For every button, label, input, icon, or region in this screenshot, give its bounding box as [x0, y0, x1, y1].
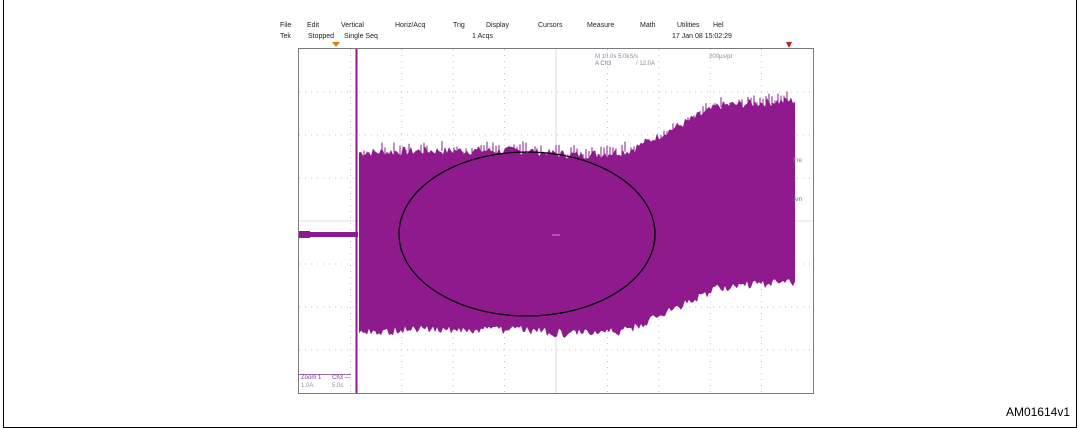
menu-trig[interactable]: Trig [453, 22, 465, 29]
menu-display[interactable]: Display [486, 22, 509, 29]
menu-math[interactable]: Math [640, 22, 656, 29]
menu-vertical[interactable]: Vertical [341, 22, 364, 29]
acquisition-count: 1 Acqs [472, 33, 494, 40]
menu-help[interactable]: Hel [713, 22, 724, 29]
menu-measure[interactable]: Measure [587, 22, 615, 29]
trigger-level-marker [786, 42, 792, 48]
menu-file[interactable]: File [280, 22, 292, 29]
trigger-level-readout: / 12.0A [636, 61, 656, 67]
run-state: Stopped [308, 33, 335, 40]
scope-graticule [299, 49, 813, 393]
scope-screen: M 10.0s 5.0kS/s 200µs/pt A Ch3 / 12.0A [298, 48, 814, 394]
menu-horiz-acq[interactable]: Horiz/Acq [395, 22, 426, 29]
menu-edit[interactable]: Edit [307, 22, 320, 29]
timebase-readout: M 10.0s 5.0kS/s [595, 54, 639, 60]
zoom-readout-box [299, 374, 351, 393]
zoom-scale: 1.0A [301, 383, 314, 389]
oscilloscope-window: File Edit Vertical Horiz/Acq Trig Displa… [277, 22, 815, 402]
pre-trigger-baseline [299, 232, 358, 237]
zoom-label: Zoom 1 [301, 375, 322, 381]
channel-ground-marker [299, 231, 310, 238]
highlight-ellipse [398, 151, 656, 317]
waveform-envelope [359, 97, 795, 338]
sample-interval-readout: 200µs/pt [709, 54, 733, 60]
channel-label: Ch3 — [332, 375, 351, 381]
frequency-label: Fre [793, 158, 802, 164]
date-time: 17 Jan 08 15:02:29 [672, 33, 732, 40]
acquisition-mode: Single Seq [344, 33, 378, 40]
status-bar: Tek Stopped Single Seq 1 Acqs 17 Jan 08 … [277, 33, 815, 43]
menu-utilities[interactable]: Utilities [677, 22, 700, 29]
amplitude-label: Am [793, 197, 802, 203]
brand-label: Tek [280, 33, 291, 40]
menu-cursors[interactable]: Cursors [538, 22, 563, 29]
channel-time: 5.0s [332, 383, 344, 389]
trigger-channel-readout: A Ch3 [595, 61, 612, 67]
menu-bar: File Edit Vertical Horiz/Acq Trig Displa… [277, 22, 815, 33]
trigger-position-marker [332, 42, 340, 47]
figure-id-label: AM01614v1 [1005, 405, 1070, 419]
